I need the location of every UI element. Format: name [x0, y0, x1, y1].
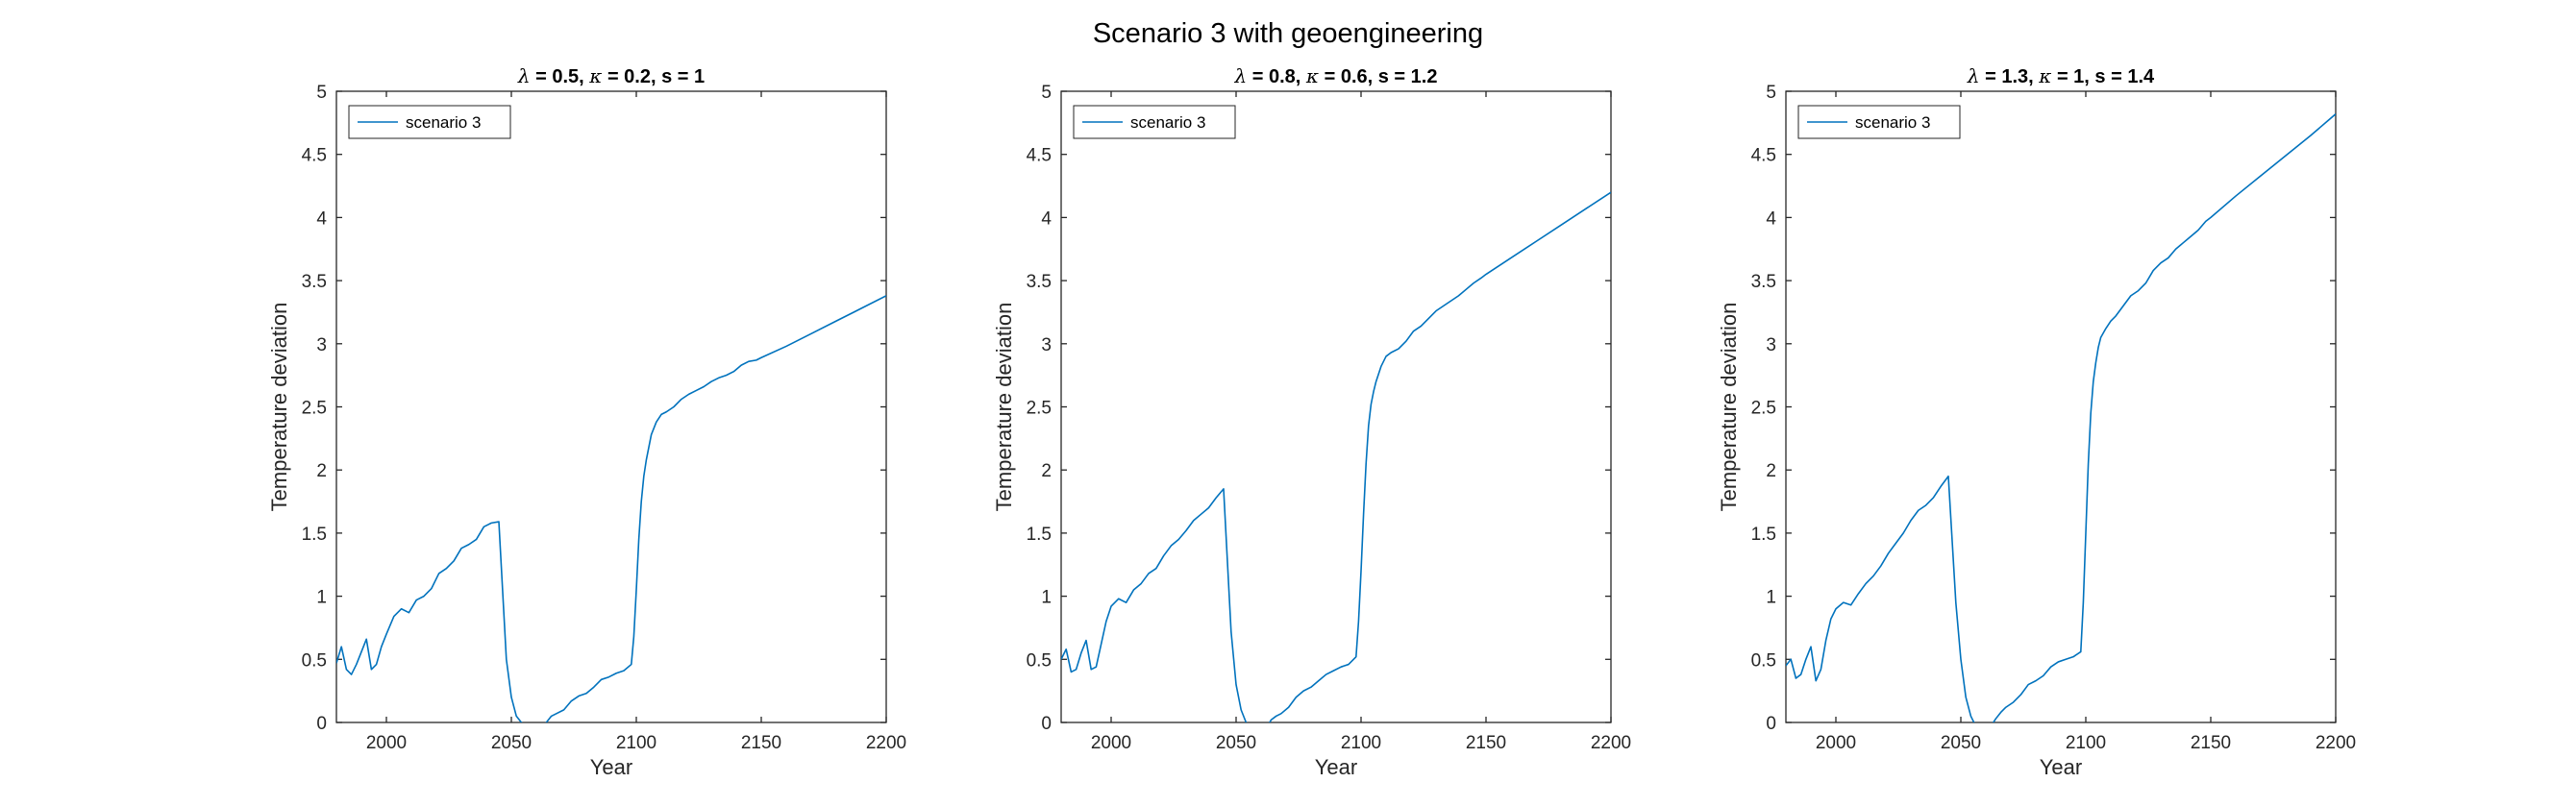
y-tick-label: 5	[316, 83, 327, 103]
x-axis-label: Year	[1315, 755, 1357, 779]
y-tick-label: 1	[316, 588, 327, 608]
legend: scenario 3	[1073, 105, 1236, 139]
y-tick-label: 3	[1041, 335, 1052, 355]
legend-label: scenario 3	[1855, 113, 1930, 132]
panel-title: λ = 1.3, κ = 1, s = 1.4	[1967, 64, 2155, 87]
y-tick-label: 1.5	[302, 525, 327, 545]
x-tick-label: 2050	[1216, 733, 1256, 753]
y-tick-label: 1.5	[1751, 525, 1776, 545]
legend: scenario 3	[1797, 105, 1961, 139]
series-line-1	[336, 295, 886, 722]
x-tick-label: 2200	[866, 733, 906, 753]
x-tick-label: 2050	[1941, 733, 1981, 753]
panel-title-part: λ	[1234, 64, 1248, 87]
series-line-1	[1786, 113, 2336, 722]
y-tick-label: 1	[1041, 588, 1052, 608]
y-tick-label: 2.5	[302, 399, 327, 419]
y-tick-label: 3	[316, 335, 327, 355]
x-tick-label: 2000	[366, 733, 407, 753]
panel-title-part: = 1, s = 1.4	[2051, 66, 2155, 87]
y-tick-label: 4	[316, 208, 327, 229]
panel-title-part: = 0.8,	[1247, 66, 1306, 87]
y-tick-label: 0	[316, 714, 327, 734]
y-tick-label: 2	[1041, 461, 1052, 481]
panel-title-part: λ	[1967, 64, 1980, 87]
y-tick-label: 4	[1041, 208, 1052, 229]
y-tick-label: 3.5	[1751, 272, 1776, 292]
y-tick-label: 4.5	[1751, 146, 1776, 166]
x-tick-label: 2100	[616, 733, 656, 753]
panel-title-part: λ	[517, 64, 531, 87]
x-axis-label: Year	[590, 755, 632, 779]
y-tick-label: 0.5	[1027, 650, 1052, 671]
panel-title-part: κ	[2038, 64, 2051, 87]
y-tick-label: 0.5	[1751, 650, 1776, 671]
y-tick-label: 3.5	[1027, 272, 1052, 292]
y-tick-label: 2	[316, 461, 327, 481]
y-tick-label: 0	[1766, 714, 1776, 734]
y-tick-label: 1	[1766, 588, 1776, 608]
y-tick-label: 4.5	[302, 146, 327, 166]
y-tick-label: 2.5	[1027, 399, 1052, 419]
chart-panel-1: 2000 2050 2100 2150 2200 0 0.5 1 1.5 2 2.5 3 3.5 4 4.5…	[267, 64, 906, 779]
y-tick-label: 4.5	[1027, 146, 1052, 166]
panel-title-part: κ	[588, 64, 602, 87]
y-tick-label: 1.5	[1027, 525, 1052, 545]
y-tick-label: 5	[1041, 83, 1052, 103]
figure-title: Scenario 3 with geoengineering	[1093, 18, 1483, 49]
y-tick-label: 2	[1766, 461, 1776, 481]
legend-label: scenario 3	[406, 113, 481, 132]
y-tick-label: 3.5	[302, 272, 327, 292]
y-axis-label: Temperature deviation	[1717, 303, 1741, 512]
panel-title-part: = 0.5,	[531, 66, 590, 87]
x-tick-label: 2100	[1341, 733, 1381, 753]
y-axis-label: Temperature deviation	[267, 303, 291, 512]
x-tick-label: 2000	[1091, 733, 1131, 753]
x-axis-label: Year	[2040, 755, 2082, 779]
panel-title: λ = 0.5, κ = 0.2, s = 1	[517, 64, 705, 87]
chart-panel-2: 2000 2050 2100 2150 2200 0 0.5 1 1.5 2 2.5 3 3.5 4 4.5…	[992, 64, 1631, 779]
legend-label: scenario 3	[1130, 113, 1205, 132]
y-tick-label: 4	[1766, 208, 1776, 229]
y-tick-label: 0	[1041, 714, 1052, 734]
x-tick-label: 2150	[741, 733, 781, 753]
y-tick-label: 0.5	[302, 650, 327, 671]
x-tick-label: 2150	[2191, 733, 2231, 753]
y-tick-label: 2.5	[1751, 399, 1776, 419]
panel-title-part: = 0.6, s = 1.2	[1319, 66, 1437, 87]
x-tick-label: 2050	[491, 733, 532, 753]
x-tick-label: 2000	[1816, 733, 1856, 753]
x-tick-label: 2200	[1591, 733, 1631, 753]
panel-title-part: = 1.3,	[1980, 66, 2040, 87]
y-tick-label: 3	[1766, 335, 1776, 355]
series-line-1	[1061, 191, 1611, 722]
y-tick-label: 5	[1766, 83, 1776, 103]
panel-title-part: κ	[1305, 64, 1319, 87]
panel-title-part: = 0.2, s = 1	[602, 66, 705, 87]
panel-title: λ = 0.8, κ = 0.6, s = 1.2	[1234, 64, 1438, 87]
x-tick-label: 2100	[2066, 733, 2106, 753]
y-axis-label: Temperature deviation	[992, 303, 1016, 512]
x-tick-label: 2200	[2316, 733, 2356, 753]
chart-panel-3: 2000 2050 2100 2150 2200 0 0.5 1 1.5 2 2.5 3 3.5 4 4.5…	[1717, 64, 2356, 779]
x-tick-label: 2150	[1466, 733, 1506, 753]
legend: scenario 3	[348, 105, 511, 139]
